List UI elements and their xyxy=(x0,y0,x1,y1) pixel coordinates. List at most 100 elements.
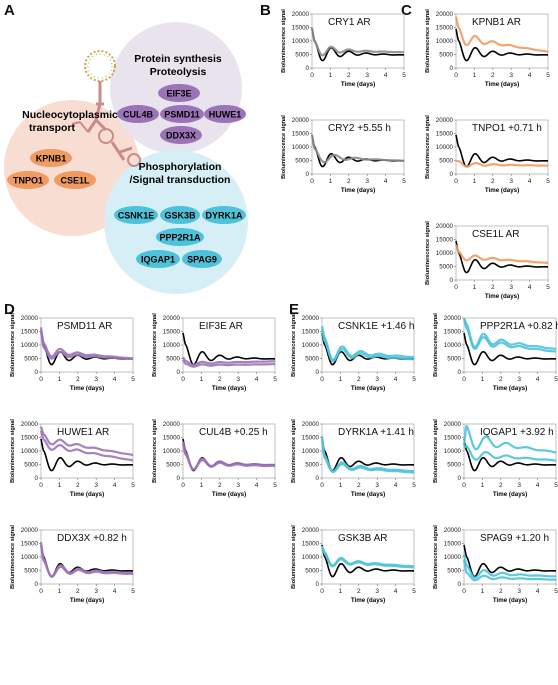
y-tick-label-ppp2r1a: 0 xyxy=(458,369,462,376)
y-tick-label-huwe1: 0 xyxy=(35,475,39,482)
series-line-gsk3b-control-0 xyxy=(321,544,415,578)
x-tick-label-cry1: 1 xyxy=(329,72,333,79)
y-axis-label-ddx3x: Bioluminescence signal xyxy=(10,525,16,589)
x-tick-label-tnpo1: 1 xyxy=(473,178,477,185)
y-tick-label-tnpo1: 5000 xyxy=(439,158,453,165)
x-tick-label-cse1l: 1 xyxy=(473,284,477,291)
gene-node-iqgap1: IQGAP1 xyxy=(136,250,180,268)
y-tick-label-cry2: 20000 xyxy=(292,117,310,124)
x-tick-label-psmd11: 5 xyxy=(131,376,135,383)
y-tick-label-cse1l: 5000 xyxy=(439,264,453,271)
y-tick-label-cul4b: 15000 xyxy=(163,435,181,442)
gene-node-tnpo1: TNPO1 xyxy=(7,171,49,189)
x-tick-label-huwe1: 2 xyxy=(76,482,80,489)
plot-title-iqgap1: IQGAP1 +3.92 h xyxy=(480,427,554,438)
svg-text:CSE1L: CSE1L xyxy=(60,176,90,186)
x-tick-label-kpnb1: 3 xyxy=(509,72,513,79)
x-tick-label-gsk3b: 2 xyxy=(357,588,361,595)
x-tick-label-iqgap1: 4 xyxy=(536,482,540,489)
y-tick-label-iqgap1: 20000 xyxy=(444,421,462,428)
series-line-kpnb1-control-0 xyxy=(455,28,549,62)
x-tick-label-csnk1e: 1 xyxy=(339,376,343,383)
x-axis-label-psmd11: Time (days) xyxy=(70,385,104,392)
x-tick-label-csnk1e: 3 xyxy=(375,376,379,383)
x-tick-label-ddx3x: 5 xyxy=(131,588,135,595)
x-tick-label-eif3e: 4 xyxy=(255,376,259,383)
x-tick-label-psmd11: 4 xyxy=(113,376,117,383)
y-tick-label-cul4b: 0 xyxy=(177,475,181,482)
svg-text:IQGAP1: IQGAP1 xyxy=(141,255,175,265)
x-tick-label-tnpo1: 4 xyxy=(528,178,532,185)
x-tick-label-huwe1: 0 xyxy=(39,482,43,489)
plot-frame-cry1 xyxy=(311,13,405,69)
x-tick-label-eif3e: 1 xyxy=(200,376,204,383)
y-tick-label-dyrk1a: 10000 xyxy=(302,448,320,455)
x-tick-label-eif3e: 2 xyxy=(218,376,222,383)
y-axis-label-eif3e: Bioluminescence signal xyxy=(152,313,158,377)
x-tick-label-huwe1: 4 xyxy=(113,482,117,489)
y-tick-label-kpnb1: 5000 xyxy=(439,52,453,59)
y-tick-label-gsk3b: 0 xyxy=(316,581,320,588)
y-tick-label-cul4b: 10000 xyxy=(163,448,181,455)
plot-title-dyrk1a: DYRK1A +1.41 h xyxy=(338,427,414,438)
y-axis-label-psmd11: Bioluminescence signal xyxy=(10,313,16,377)
plot-title-cry1: CRY1 AR xyxy=(328,17,371,28)
x-tick-label-cul4b: 5 xyxy=(273,482,277,489)
x-tick-label-iqgap1: 5 xyxy=(554,482,558,489)
y-tick-label-kpnb1: 10000 xyxy=(436,38,454,45)
x-tick-label-dyrk1a: 4 xyxy=(394,482,398,489)
y-tick-label-eif3e: 10000 xyxy=(163,342,181,349)
y-tick-label-ddx3x: 15000 xyxy=(21,541,39,548)
plot-title-eif3e: EIF3E AR xyxy=(199,321,243,332)
x-tick-label-iqgap1: 1 xyxy=(481,482,485,489)
x-axis-label-gsk3b: Time (days) xyxy=(351,597,385,604)
svg-text:HUWE1: HUWE1 xyxy=(209,110,242,120)
x-tick-label-ppp2r1a: 5 xyxy=(554,376,558,383)
series-line-spag9-knockdown-2 xyxy=(462,559,557,582)
series-line-cul4b-knockdown-2 xyxy=(181,444,276,471)
y-tick-label-cry2: 10000 xyxy=(292,144,310,151)
x-axis-label-cry2: Time (days) xyxy=(341,187,375,194)
y-tick-label-ddx3x: 20000 xyxy=(21,527,39,534)
y-tick-label-csnk1e: 0 xyxy=(316,369,320,376)
svg-text:DYRK1A: DYRK1A xyxy=(205,211,243,221)
gene-node-csnk1e: CSNK1E xyxy=(114,206,158,224)
nucleocytoplasmic-region xyxy=(4,100,140,236)
y-tick-label-spag9: 5000 xyxy=(447,568,461,575)
phospho-title-line2: /Signal transduction xyxy=(130,174,231,186)
plot-frame-cul4b xyxy=(182,423,276,479)
series-line-ppp2r1a-knockdown-1 xyxy=(462,317,557,350)
y-tick-label-ppp2r1a: 20000 xyxy=(444,315,462,322)
y-tick-label-gsk3b: 10000 xyxy=(302,554,320,561)
y-tick-label-gsk3b: 20000 xyxy=(302,527,320,534)
x-tick-label-tnpo1: 5 xyxy=(546,178,550,185)
y-tick-label-iqgap1: 10000 xyxy=(444,448,462,455)
panel-label-d: D xyxy=(4,301,15,318)
x-tick-label-ppp2r1a: 3 xyxy=(517,376,521,383)
plot-title-ppp2r1a: PPP2R1A +0.82 h xyxy=(480,321,558,332)
x-tick-label-tnpo1: 3 xyxy=(509,178,513,185)
gene-node-psmd11: PSMD11 xyxy=(160,105,204,123)
x-axis-label-cul4b: Time (days) xyxy=(212,491,246,498)
y-tick-label-psmd11: 15000 xyxy=(21,329,39,336)
series-line-tnpo1-control-0 xyxy=(455,134,549,168)
y-tick-label-eif3e: 15000 xyxy=(163,329,181,336)
x-tick-label-csnk1e: 0 xyxy=(320,376,324,383)
y-tick-label-dyrk1a: 15000 xyxy=(302,435,320,442)
panel-label-b: B xyxy=(260,2,271,19)
x-tick-label-ppp2r1a: 0 xyxy=(462,376,466,383)
x-axis-label-iqgap1: Time (days) xyxy=(493,491,527,498)
series-line-iqgap1-knockdown-1 xyxy=(462,424,557,454)
y-tick-label-psmd11: 5000 xyxy=(24,356,38,363)
protein-title-line2: Proteolysis xyxy=(150,66,207,78)
series-line-cse1l-control-0 xyxy=(455,240,549,274)
nucleo-title-line1: Nucleocytoplasmic xyxy=(22,109,118,121)
x-tick-label-ddx3x: 2 xyxy=(76,588,80,595)
y-tick-label-cul4b: 20000 xyxy=(163,421,181,428)
y-tick-label-csnk1e: 10000 xyxy=(302,342,320,349)
series-line-eif3e-control-0 xyxy=(182,332,276,366)
y-tick-label-ddx3x: 5000 xyxy=(24,568,38,575)
series-line-dyrk1a-knockdown-2 xyxy=(320,438,415,474)
y-tick-label-eif3e: 0 xyxy=(177,369,181,376)
y-tick-label-psmd11: 0 xyxy=(35,369,39,376)
